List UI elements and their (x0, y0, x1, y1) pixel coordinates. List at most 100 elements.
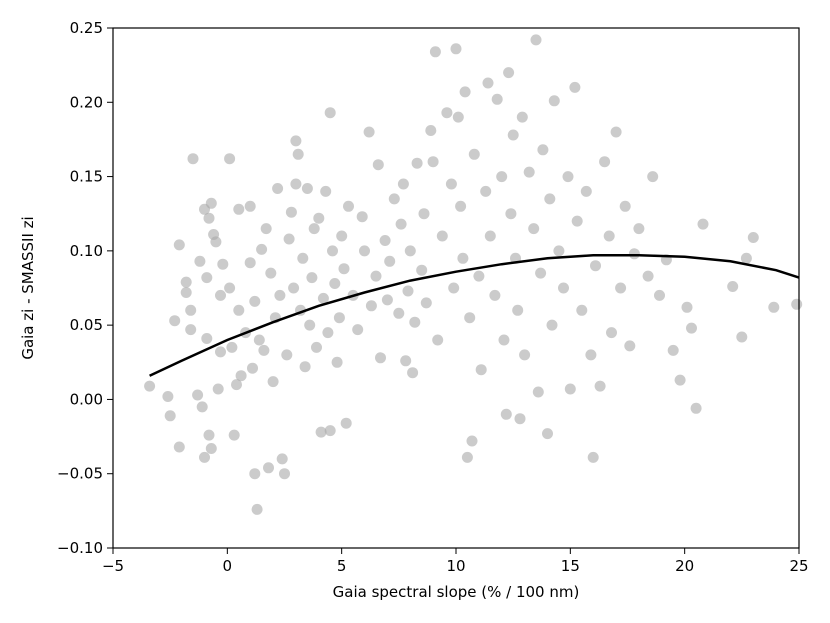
scatter-point (457, 252, 469, 264)
scatter-point (628, 248, 640, 260)
scatter-point (402, 285, 414, 297)
scatter-point (496, 171, 508, 183)
scatter-point (233, 304, 245, 316)
scatter-point (306, 272, 318, 284)
scatter-point (340, 417, 352, 429)
scatter-point (498, 334, 510, 346)
scatter-point (173, 441, 185, 453)
scatter-point (450, 43, 462, 55)
scatter-point (603, 230, 615, 242)
scatter-point (528, 223, 540, 235)
scatter-point (249, 468, 261, 480)
scatter-point (427, 156, 439, 168)
scatter-point (489, 289, 501, 301)
scatter-point (210, 236, 222, 248)
scatter-point (203, 212, 215, 224)
scatter-point (473, 270, 485, 282)
scatter-point (580, 185, 592, 197)
scatter-point (260, 223, 272, 235)
scatter-point (633, 223, 645, 235)
y-tick-label: 0.00 (70, 390, 103, 408)
scatter-point (468, 148, 480, 160)
scatter-point (212, 383, 224, 395)
scatter-point (228, 429, 240, 441)
scatter-point (315, 426, 327, 438)
scatter-point (690, 402, 702, 414)
scatter-point (311, 341, 322, 353)
scatter-point (205, 197, 217, 209)
y-axis: −0.10 −0.05 0.00 0.05 0.10 0.15 0.20 0.25 (57, 19, 113, 557)
x-tick-label: 0 (223, 557, 233, 575)
scatter-point (404, 245, 416, 257)
scatter-point (215, 289, 226, 301)
scatter-point (409, 316, 421, 328)
scatter-point (407, 367, 419, 379)
scatter-point (313, 212, 325, 224)
scatter-point (674, 374, 686, 386)
y-tick-label: 0.10 (70, 242, 103, 260)
scatter-point (249, 295, 261, 307)
scatter-point (215, 346, 226, 358)
scatter-point (173, 239, 185, 251)
scatter-point (196, 401, 208, 413)
scatter-point (590, 260, 601, 272)
scatter-point (217, 258, 229, 270)
scatter-point (537, 144, 549, 156)
scatter-point (320, 185, 332, 197)
y-tick-label: 0.25 (70, 19, 103, 37)
scatter-point (381, 294, 393, 306)
x-axis: −5 0 5 10 15 20 25 (102, 548, 809, 575)
scatter-point (535, 267, 547, 279)
scatter-point (258, 344, 270, 356)
scatter-point (532, 386, 544, 398)
scatter-point (388, 193, 400, 205)
scatter-point (365, 300, 377, 312)
scatter-point (231, 379, 242, 391)
scatter-point (297, 252, 309, 264)
scatter-point (308, 223, 320, 235)
scatter-point (192, 389, 204, 401)
scatter-point (285, 206, 297, 218)
scatter-point (482, 77, 494, 89)
scatter-point (791, 298, 803, 310)
scatter-point (686, 322, 697, 334)
y-tick-label: 0.05 (70, 316, 103, 334)
scatter-point (363, 126, 375, 138)
scatter-point (507, 129, 519, 141)
scatter-point (400, 355, 412, 367)
scatter-point (194, 255, 206, 267)
scatter-point (352, 324, 364, 336)
scatter-point (484, 230, 496, 242)
scatter-point (747, 232, 759, 243)
x-tick-label: 20 (675, 557, 694, 575)
scatter-point (267, 376, 279, 388)
scatter-point (187, 153, 199, 165)
scatter-point (375, 352, 386, 364)
scatter-point (448, 282, 460, 294)
scatter-point (571, 215, 583, 227)
scatter-point (322, 327, 334, 339)
scatter-point (244, 200, 256, 212)
scatter-point (304, 319, 316, 331)
scatter-point (436, 230, 448, 242)
scatter-point (317, 292, 329, 304)
scatter-point (416, 264, 428, 276)
scatter-point (331, 356, 343, 368)
scatter-point (564, 383, 576, 395)
scatter-point (244, 257, 256, 269)
scatter-point (558, 282, 569, 294)
scatter-point (180, 276, 192, 288)
scatter-point (279, 468, 290, 480)
scatter-point (411, 157, 423, 169)
x-tick-label: 5 (337, 557, 347, 575)
scatter-point (599, 156, 611, 168)
scatter-point (642, 270, 654, 282)
scatter-point (359, 245, 370, 257)
scatter-point (329, 278, 341, 289)
y-axis-label: Gaia zi - SMASSII zi (19, 216, 37, 359)
scatter-point (162, 391, 174, 402)
scatter-point (452, 111, 464, 123)
y-tick-label: −0.05 (57, 465, 103, 483)
scatter-point (324, 107, 336, 119)
